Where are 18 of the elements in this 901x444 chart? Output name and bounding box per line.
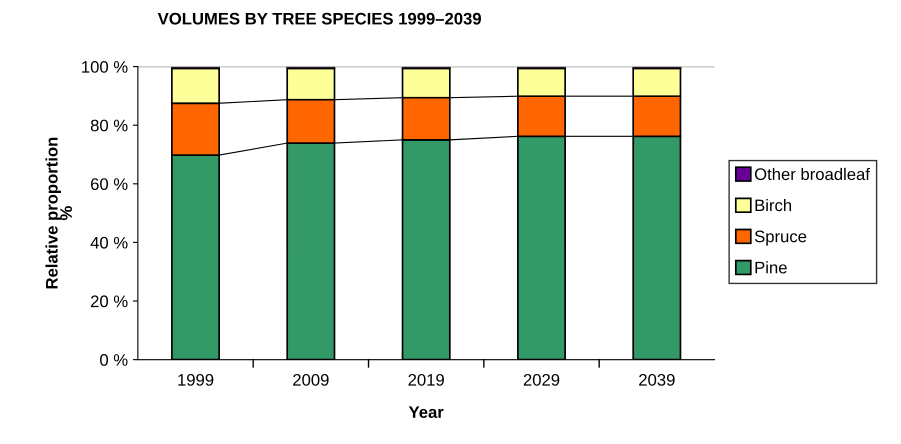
y-tick-label: 80 % <box>90 120 128 132</box>
x-tick-label: 1999 <box>178 374 214 386</box>
x-tick-label: 2009 <box>293 374 329 386</box>
x-axis-title: Year <box>408 406 444 418</box>
legend-label: Pine <box>756 261 787 274</box>
chart-title: VOLUMES BY TREE SPECIES 1999–2039 <box>158 12 481 25</box>
legend-label: Spruce <box>754 230 806 246</box>
legend-label: Birch <box>756 198 792 212</box>
y-tick-label: 0 % <box>100 354 128 366</box>
y-tick-label: 60 % <box>90 178 128 190</box>
legend-label: Other broadleaf <box>754 168 870 180</box>
y-axis-title: Relative proportion % <box>45 138 72 288</box>
x-tick-label: 2019 <box>408 374 444 386</box>
x-tick-label: 2039 <box>639 374 675 386</box>
y-tick-label: 20 % <box>90 295 128 308</box>
x-tick-label: 2029 <box>524 374 560 386</box>
y-tick-label: 40 % <box>90 236 128 249</box>
y-tick-label: 100 % <box>82 61 128 73</box>
